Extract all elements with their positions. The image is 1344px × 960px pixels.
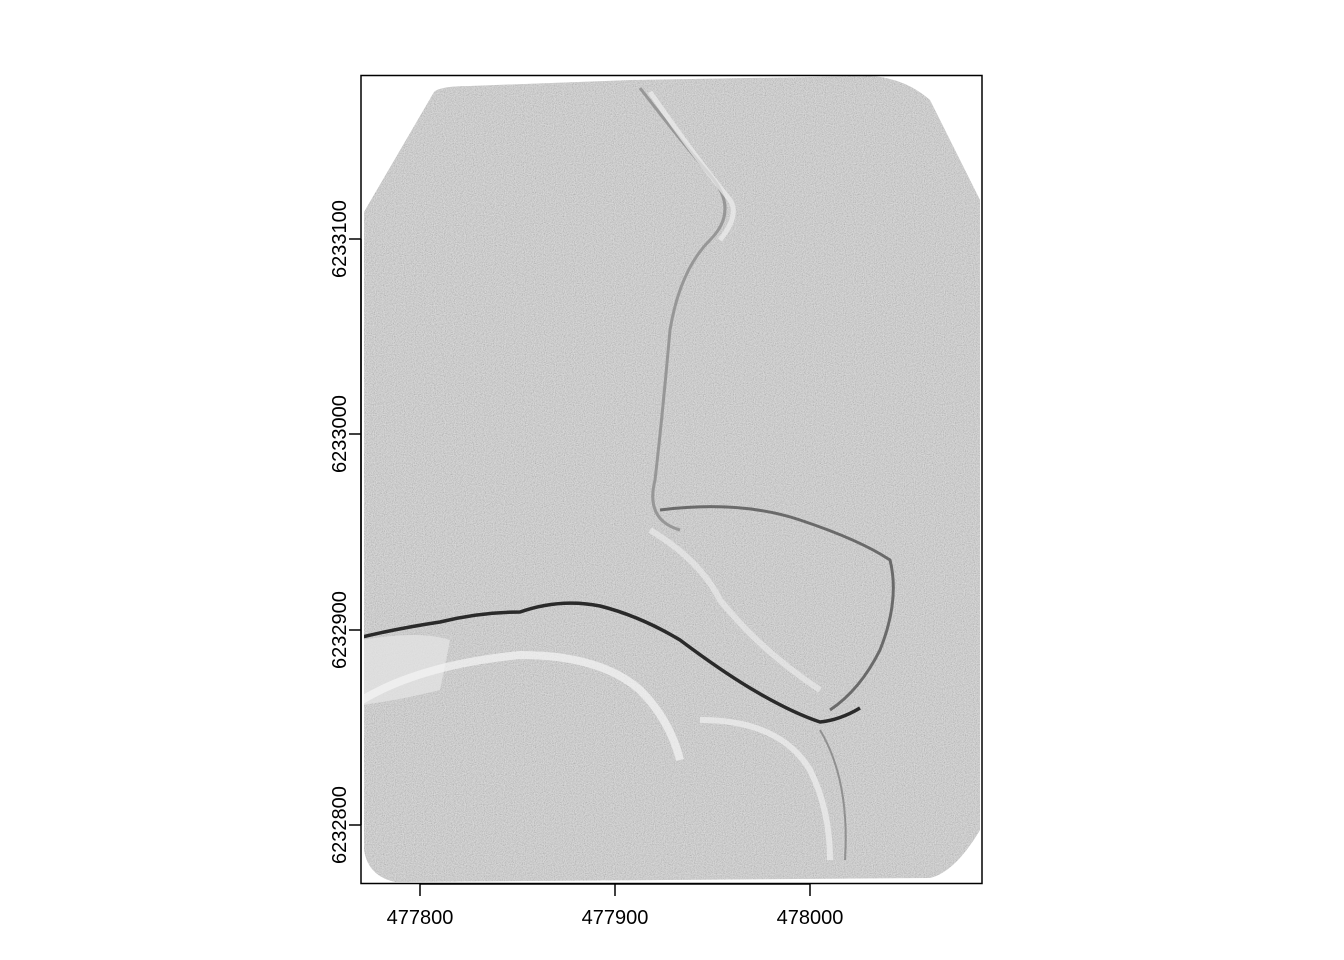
y-tick-label: 6232900: [329, 591, 351, 669]
valley-channel: [647, 90, 736, 242]
terrace-edge: [364, 650, 684, 761]
x-tick-label: 477900: [582, 907, 649, 929]
hillshade-raster: [364, 76, 980, 882]
raster-texture: [364, 76, 980, 882]
terrace-edge: [819, 729, 847, 861]
y-tick-label: 6233100: [329, 200, 351, 278]
valley-channel: [659, 505, 895, 712]
y-axis: 6232800 6232900 6233000 6233100: [329, 200, 362, 864]
stream-line: [364, 601, 861, 724]
x-tick-label: 478000: [777, 907, 844, 929]
x-tick-label: 477800: [387, 907, 454, 929]
y-tick-label: 6232800: [329, 786, 351, 864]
y-tick-label: 6233000: [329, 395, 351, 473]
x-axis: 477800 477900 478000: [387, 883, 844, 929]
terrace-edge: [699, 717, 833, 861]
valley-channel: [648, 527, 822, 693]
